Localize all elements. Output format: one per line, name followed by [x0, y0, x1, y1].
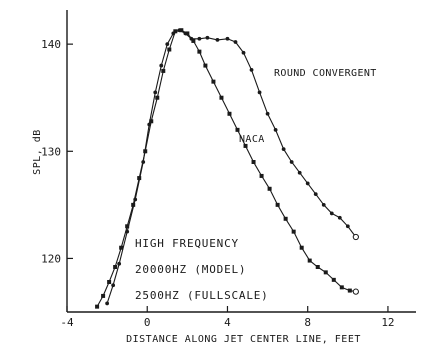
data-point — [95, 304, 100, 309]
data-point — [313, 192, 318, 197]
data-point — [155, 95, 160, 100]
data-point — [179, 28, 184, 33]
data-point — [275, 202, 280, 207]
data-point — [347, 288, 352, 293]
data-point — [323, 270, 328, 275]
data-point — [131, 202, 136, 207]
data-point — [165, 42, 170, 47]
data-point — [119, 245, 124, 250]
data-point — [113, 265, 118, 269]
data-point — [235, 127, 240, 132]
x-tick-label: 0 — [144, 316, 151, 329]
axes — [66, 10, 416, 313]
data-point — [203, 63, 208, 68]
data-point — [227, 111, 232, 116]
tick-labels: -4 0 4 8 12 120 130 140 — [41, 38, 394, 329]
y-axis-title: SPL, dB — [32, 129, 43, 175]
annotation-line: 20000HZ (MODEL) — [135, 263, 246, 276]
data-point — [283, 216, 288, 221]
data-point — [299, 245, 304, 250]
annotation-line: HIGH FREQUENCY — [135, 237, 239, 250]
data-point — [243, 143, 248, 148]
data-point — [249, 67, 254, 72]
data-point — [305, 181, 310, 186]
x-tick-label: 12 — [381, 316, 394, 329]
data-point — [345, 224, 350, 229]
data-point — [251, 160, 256, 164]
data-point — [331, 277, 336, 282]
y-tick-label: 140 — [41, 38, 61, 51]
data-point — [233, 40, 238, 44]
x-tick-label: 8 — [304, 316, 311, 329]
data-point — [159, 63, 164, 68]
x-axis-title: DISTANCE ALONG JET CENTER LINE, FEET — [126, 334, 361, 345]
data-point — [117, 261, 122, 266]
series-line — [96, 29, 356, 307]
data-point — [105, 301, 110, 306]
data-point — [125, 224, 130, 229]
data-point — [191, 38, 196, 43]
data-point — [265, 111, 270, 116]
y-tick-label: 130 — [41, 145, 61, 158]
data-point — [137, 176, 142, 181]
data-point — [241, 50, 246, 55]
end-marker — [352, 233, 359, 241]
data-point — [211, 79, 216, 84]
data-point — [257, 90, 262, 95]
data-point — [173, 29, 178, 34]
data-point — [315, 265, 320, 269]
data-point — [107, 280, 112, 284]
data-point — [215, 37, 220, 42]
data-point — [101, 293, 106, 298]
data-point — [291, 229, 296, 234]
data-point — [197, 49, 202, 54]
series-label-round-convergent: ROUND CONVERGENT — [274, 68, 377, 79]
data-point — [153, 90, 158, 95]
data-point — [321, 202, 326, 207]
series-group — [95, 28, 359, 309]
annotation-line: 2500HZ (FULLSCALE) — [135, 289, 269, 302]
data-point — [329, 211, 334, 216]
data-point — [289, 160, 294, 164]
data-point — [185, 31, 190, 36]
data-point — [161, 68, 166, 73]
x-tick-label: 4 — [224, 316, 231, 329]
end-marker — [352, 288, 359, 295]
text-labels: DISTANCE ALONG JET CENTER LINE, FEET SPL,… — [32, 68, 377, 345]
data-point — [259, 173, 264, 178]
data-point — [273, 127, 278, 132]
data-point — [307, 258, 312, 263]
data-point — [337, 215, 342, 220]
data-point — [225, 36, 230, 41]
data-point — [281, 147, 286, 152]
data-point — [219, 95, 224, 100]
series-line — [106, 29, 357, 304]
data-point — [149, 119, 154, 124]
series-naca — [95, 28, 359, 309]
data-point — [167, 47, 172, 52]
series-label-naca: NACA — [239, 134, 265, 145]
x-tick-label: -4 — [60, 316, 74, 329]
data-point — [205, 35, 210, 40]
data-point — [267, 186, 272, 191]
data-point — [143, 149, 148, 154]
y-tick-label: 120 — [41, 252, 61, 265]
data-point — [197, 36, 202, 41]
data-point — [297, 170, 302, 175]
data-point — [339, 285, 344, 290]
data-point — [111, 283, 116, 288]
